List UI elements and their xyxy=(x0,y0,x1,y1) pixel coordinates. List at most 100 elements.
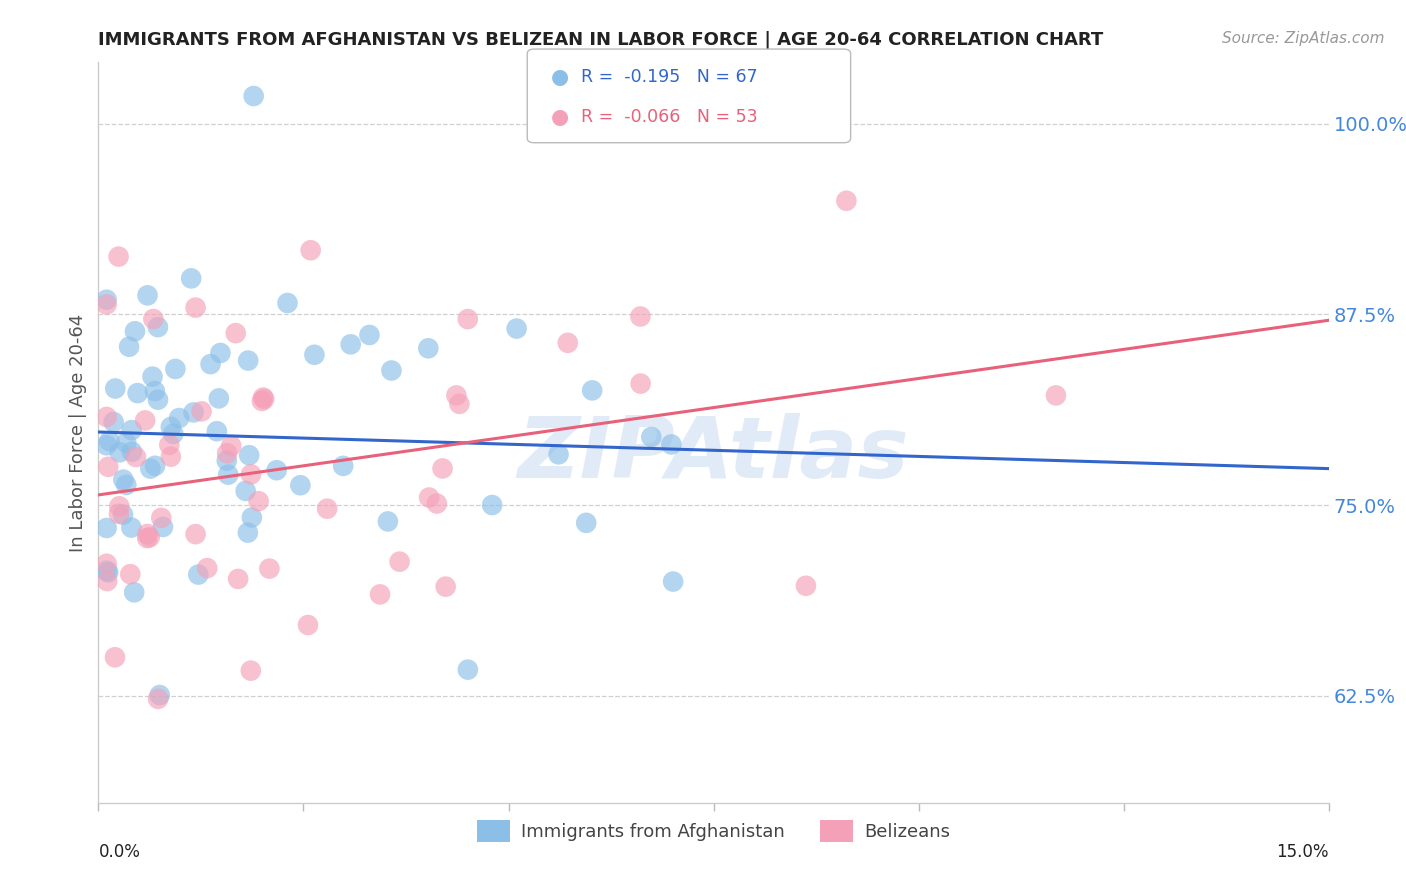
Point xyxy=(180,271,202,285)
Point xyxy=(121,423,143,437)
Point xyxy=(103,415,125,429)
Point xyxy=(290,478,312,492)
Point xyxy=(628,310,651,324)
Point xyxy=(434,580,457,594)
Point xyxy=(240,467,263,482)
Point xyxy=(98,434,121,449)
Text: Source: ZipAtlas.com: Source: ZipAtlas.com xyxy=(1222,31,1385,46)
Point xyxy=(205,424,228,438)
Point xyxy=(107,250,129,264)
Point xyxy=(146,691,169,706)
Point xyxy=(505,321,527,335)
Point xyxy=(547,447,569,461)
Point xyxy=(187,567,209,582)
Point xyxy=(240,510,263,524)
Point xyxy=(141,369,163,384)
Point xyxy=(209,346,232,360)
Point xyxy=(96,574,118,588)
Text: IMMIGRANTS FROM AFGHANISTAN VS BELIZEAN IN LABOR FORCE | AGE 20-64 CORRELATION C: IMMIGRANTS FROM AFGHANISTAN VS BELIZEAN … xyxy=(98,31,1104,49)
Point xyxy=(662,574,685,589)
Point xyxy=(208,392,231,406)
Point xyxy=(247,494,270,508)
Point xyxy=(162,426,184,441)
Point xyxy=(835,194,858,208)
Point xyxy=(250,394,273,409)
Point xyxy=(304,348,326,362)
Point xyxy=(134,413,156,427)
Point xyxy=(432,461,454,475)
Point xyxy=(457,312,479,326)
Point xyxy=(449,397,471,411)
Point xyxy=(96,564,118,578)
Point xyxy=(1045,388,1067,402)
Point xyxy=(108,500,131,514)
Point xyxy=(426,497,449,511)
Point xyxy=(136,288,159,302)
Point xyxy=(640,430,662,444)
Point xyxy=(96,438,118,452)
Point xyxy=(159,420,181,434)
Point xyxy=(253,392,276,406)
Point xyxy=(297,618,319,632)
Point xyxy=(219,439,242,453)
Point xyxy=(217,446,239,460)
Text: ●: ● xyxy=(551,107,569,127)
Point xyxy=(259,561,281,575)
Text: ●: ● xyxy=(551,67,569,87)
Point xyxy=(96,297,118,311)
Text: 15.0%: 15.0% xyxy=(1277,843,1329,861)
Point xyxy=(380,363,402,377)
Text: 0.0%: 0.0% xyxy=(98,843,141,861)
Point xyxy=(235,483,257,498)
Point xyxy=(226,572,249,586)
Point xyxy=(457,663,479,677)
Point xyxy=(108,507,131,521)
Point xyxy=(200,357,222,371)
Point xyxy=(316,501,339,516)
Point xyxy=(165,362,187,376)
Point xyxy=(418,491,440,505)
Point xyxy=(190,404,212,418)
Point xyxy=(124,324,146,338)
Point xyxy=(238,448,260,462)
Point xyxy=(160,450,183,464)
Point xyxy=(149,688,172,702)
Text: R =  -0.066   N = 53: R = -0.066 N = 53 xyxy=(581,108,758,126)
Point xyxy=(97,459,120,474)
Point xyxy=(225,326,247,341)
Point xyxy=(118,340,141,354)
Y-axis label: In Labor Force | Age 20-64: In Labor Force | Age 20-64 xyxy=(69,313,87,552)
Point xyxy=(127,386,149,401)
Point xyxy=(238,353,260,368)
Point xyxy=(215,453,238,467)
Point xyxy=(276,296,298,310)
Point xyxy=(418,341,440,355)
Point xyxy=(446,388,468,402)
Point xyxy=(659,437,682,451)
Point xyxy=(115,478,138,492)
Point xyxy=(266,463,288,477)
Point xyxy=(120,520,142,534)
Point xyxy=(96,293,118,307)
Point xyxy=(157,438,180,452)
Point xyxy=(242,89,264,103)
Point xyxy=(96,557,118,571)
Point xyxy=(339,337,361,351)
Point xyxy=(139,461,162,475)
Point xyxy=(112,473,135,487)
Point xyxy=(136,527,159,541)
Point xyxy=(142,312,165,326)
Point xyxy=(112,508,135,522)
Point xyxy=(332,458,354,473)
Point xyxy=(152,520,174,534)
Point xyxy=(104,650,127,665)
Point xyxy=(96,521,118,535)
Point xyxy=(183,405,205,419)
Point xyxy=(794,579,817,593)
Point xyxy=(630,376,652,391)
Point xyxy=(377,515,399,529)
Point xyxy=(121,444,143,458)
Point xyxy=(96,409,118,424)
Point xyxy=(239,664,262,678)
Point xyxy=(195,561,218,575)
